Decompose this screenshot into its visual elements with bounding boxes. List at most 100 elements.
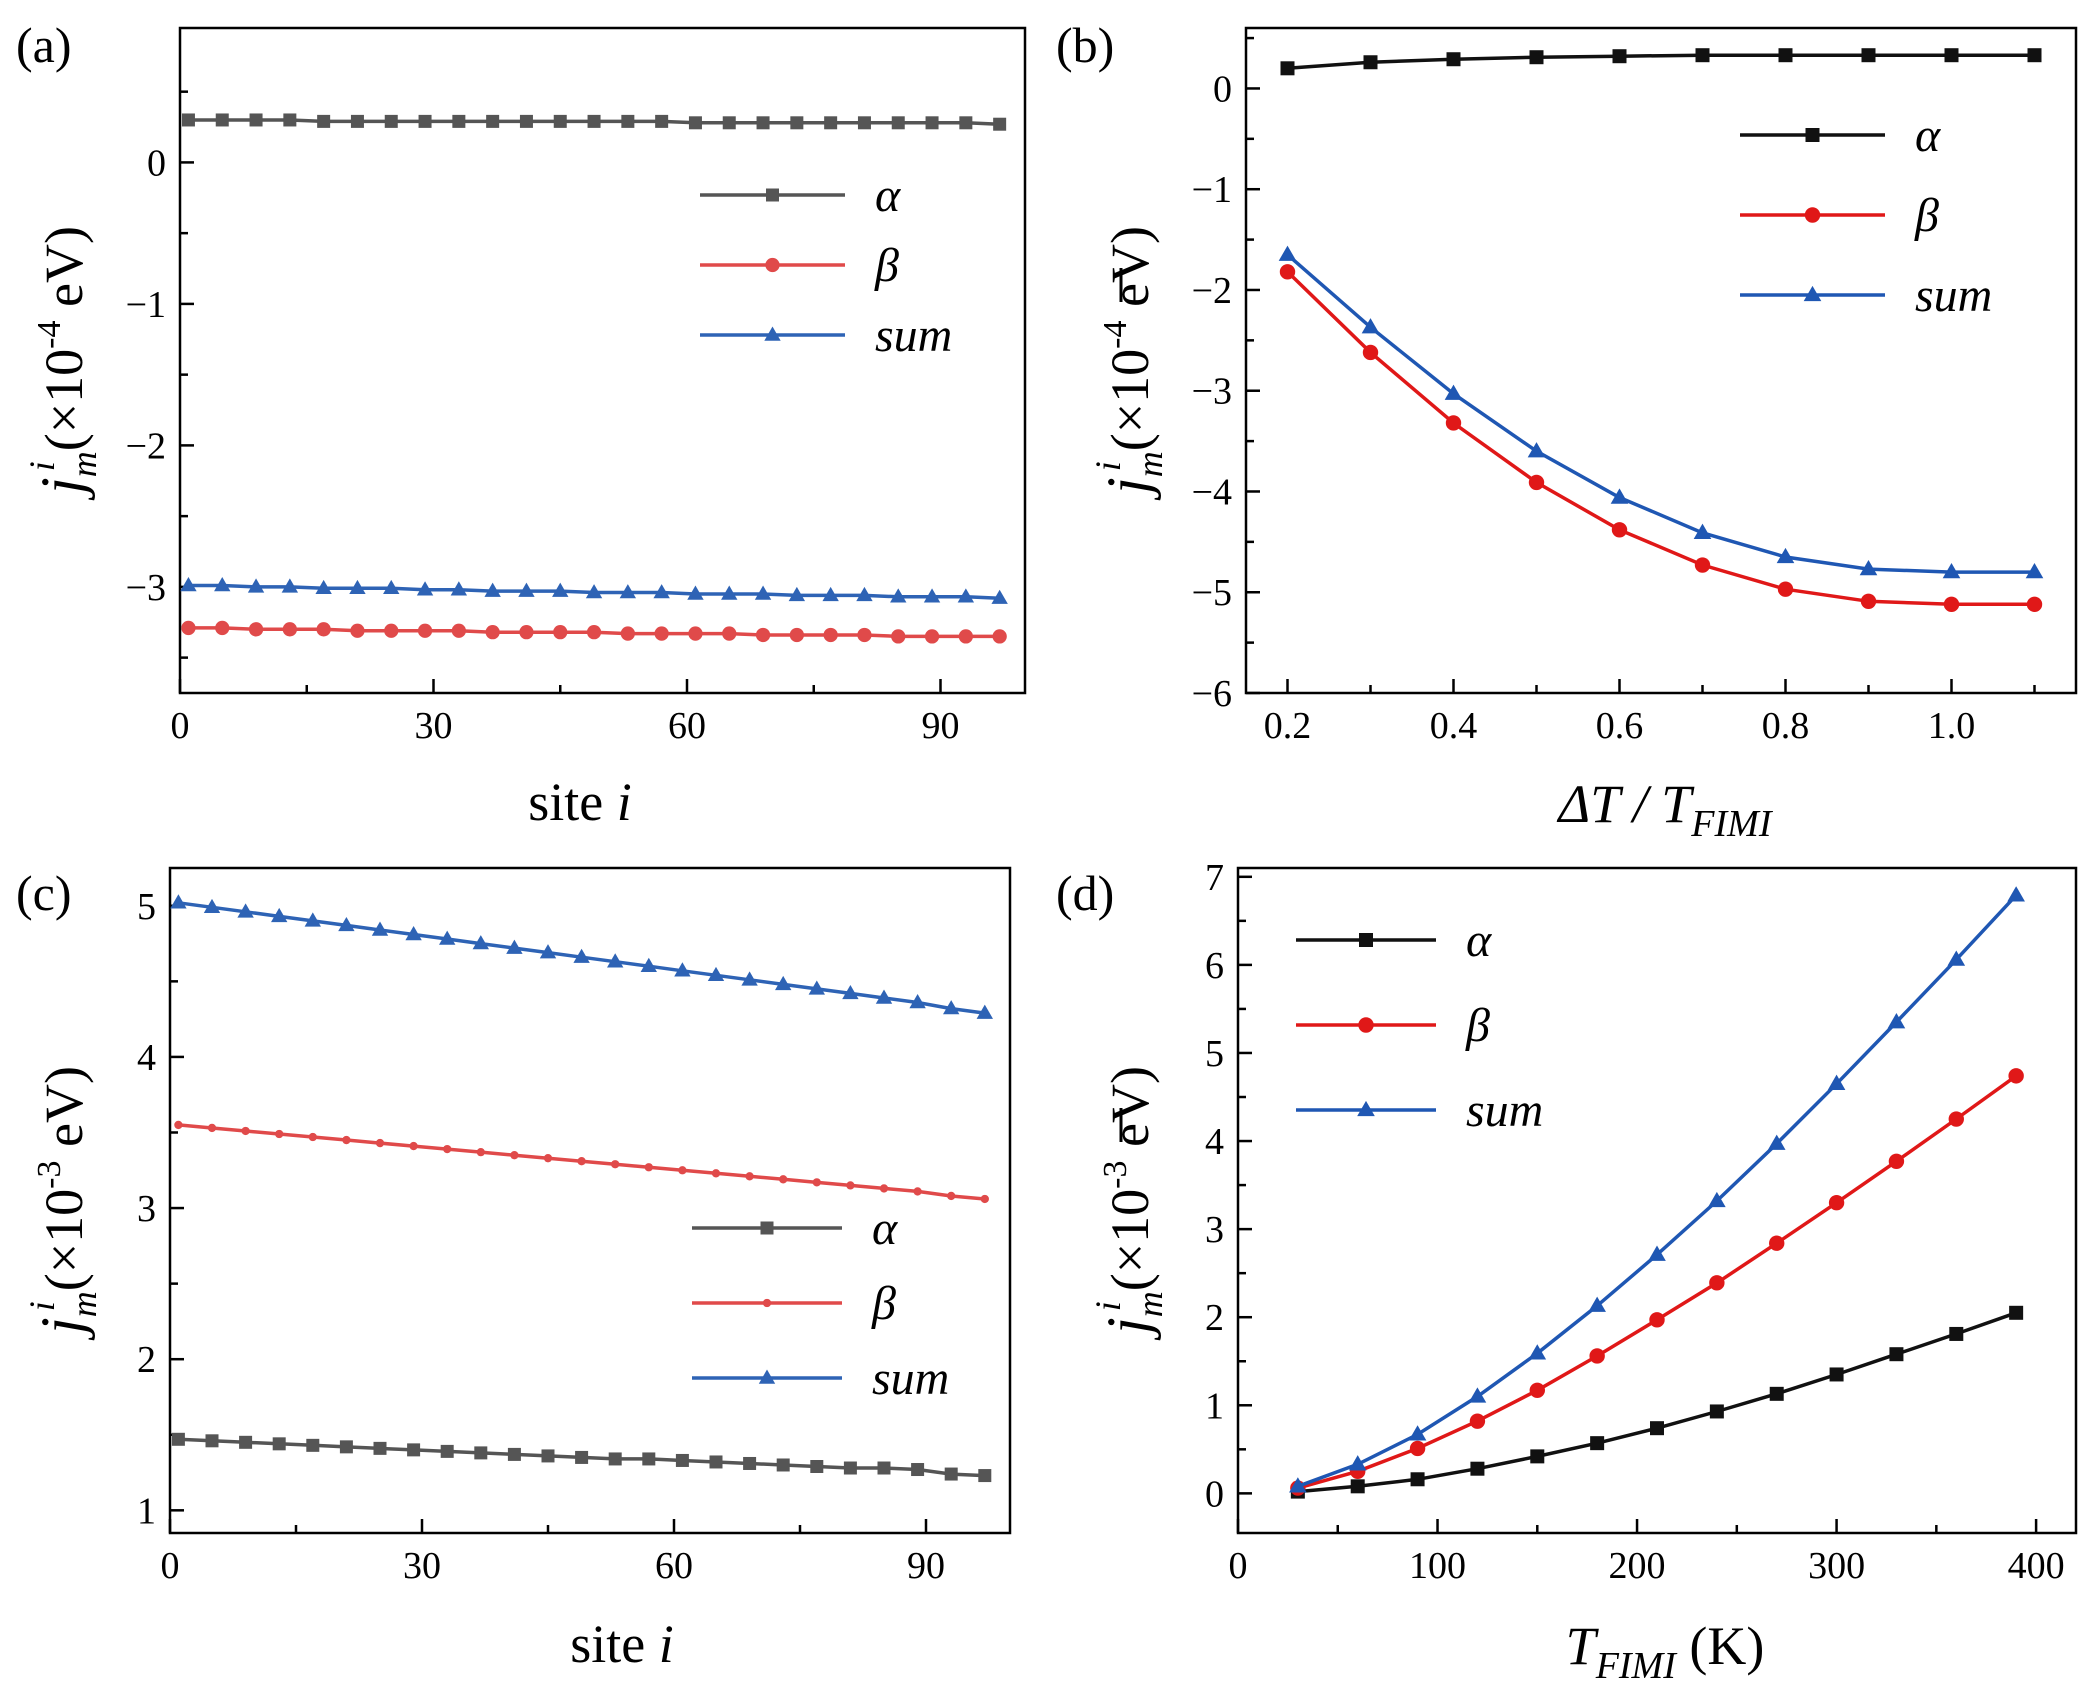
panel-b-point-α bbox=[1363, 55, 1378, 70]
panel-b-y-tick-label: −3 bbox=[1192, 371, 1232, 413]
panel-a-point-β bbox=[519, 625, 534, 640]
panel-d-point-α bbox=[1829, 1367, 1844, 1382]
panel-a-axes: 0 30 60 90 0 −1 −2 −3 bbox=[126, 90, 960, 747]
panel-c-point-sum bbox=[371, 921, 389, 936]
panel-d-point-sum bbox=[1408, 1425, 1427, 1441]
panel-c-point-sum bbox=[842, 984, 859, 1000]
panel-a-point-β bbox=[789, 627, 804, 643]
panel-b-frame bbox=[1244, 26, 2078, 695]
panel-a-point-α bbox=[384, 114, 398, 128]
panel-c-point-β bbox=[947, 1191, 956, 1201]
panel-a-point-sum bbox=[923, 588, 941, 603]
panel-c-point-α bbox=[339, 1440, 353, 1454]
panel-a-point-β bbox=[282, 622, 297, 637]
panel-b-point-β bbox=[1362, 344, 1379, 361]
panel-d-point-α bbox=[1889, 1347, 1904, 1362]
panel-a-legend-marker-sum bbox=[764, 326, 781, 341]
panel-c-point-α bbox=[474, 1446, 488, 1460]
panel-c-point-sum bbox=[304, 912, 321, 927]
panel-c-point-α bbox=[541, 1449, 555, 1463]
panel-d-point-α bbox=[1650, 1421, 1664, 1436]
panel-d-legend-label-α: α bbox=[1466, 914, 1492, 967]
panel-d-x-tick-label: 200 bbox=[1609, 1545, 1666, 1587]
panel-c-point-α bbox=[743, 1456, 757, 1470]
panel-b-ylabel: jmi(×10-4 eV) bbox=[1088, 226, 1170, 501]
panel-a-legend-label-β: β bbox=[874, 239, 899, 292]
panel-d-y-tick-label: 6 bbox=[1205, 945, 1224, 987]
panel-b-point-β bbox=[1611, 522, 1628, 538]
panel-b-point-sum bbox=[1942, 562, 1961, 579]
panel-a-y-tick-label: 0 bbox=[147, 142, 166, 184]
panel-c-point-sum bbox=[976, 1004, 993, 1019]
panel-b-point-α bbox=[1861, 48, 1876, 63]
panel-c-point-sum bbox=[607, 953, 624, 968]
panel-a-point-sum bbox=[484, 582, 501, 597]
panel-b-point-α bbox=[1695, 48, 1710, 63]
panel-d-point-sum bbox=[1648, 1245, 1666, 1261]
panel-b-point-sum bbox=[1859, 559, 1878, 576]
panel-a-point-β bbox=[384, 623, 399, 638]
panel-a-point-sum bbox=[416, 581, 434, 596]
panel-c-point-sum bbox=[808, 980, 825, 995]
panel-d-x-tick-label: 0 bbox=[1229, 1545, 1248, 1587]
panel-b-legend-marker-β bbox=[1804, 207, 1821, 223]
panel-d-point-sum bbox=[1528, 1344, 1547, 1360]
panel-d-point-β bbox=[1828, 1195, 1845, 1211]
panel-c-point-α bbox=[944, 1467, 958, 1481]
panel-a-y-tick-label: −3 bbox=[126, 567, 166, 609]
panel-a-point-sum bbox=[619, 584, 637, 599]
panel-b-point-sum bbox=[2025, 562, 2044, 579]
panel-a-point-sum bbox=[585, 584, 603, 599]
panel-d-point-sum bbox=[1708, 1191, 1726, 1208]
panel-a-point-sum bbox=[856, 586, 873, 602]
panel-b-legend-marker-α bbox=[1805, 128, 1820, 142]
panel-c-xlabel: site i bbox=[570, 1614, 674, 1674]
panel-c-point-sum bbox=[640, 957, 657, 972]
panel-a-x-tick-label: 30 bbox=[415, 705, 453, 747]
panel-b-point-β bbox=[1943, 596, 1960, 613]
panel-a-point-β bbox=[316, 622, 331, 637]
panel-c-point-sum bbox=[775, 975, 792, 991]
panel-a-point-sum bbox=[890, 588, 907, 603]
panel-c-point-β bbox=[846, 1181, 855, 1190]
panel-a-point-α bbox=[587, 114, 601, 128]
panel-c-legend-marker-β bbox=[762, 1298, 772, 1308]
panel-d-point-α bbox=[1350, 1479, 1365, 1494]
panel-c-legend-label-β: β bbox=[871, 1277, 896, 1330]
panel-c-point-sum bbox=[170, 894, 187, 909]
panel-a-point-β bbox=[485, 625, 500, 640]
panel-a-point-sum bbox=[653, 584, 670, 599]
panel-b-y-tick-label: −1 bbox=[1192, 169, 1232, 211]
panel-a-xlabel: site i bbox=[528, 772, 632, 832]
panel-a-legend-label-α: α bbox=[875, 169, 901, 222]
panel-c-legend-label-sum: sum bbox=[872, 1352, 949, 1405]
panel-c-legend-marker-α bbox=[760, 1221, 774, 1235]
panel-c-point-α bbox=[272, 1437, 286, 1451]
panel-a-point-α bbox=[891, 116, 905, 130]
panel-a-point-β bbox=[688, 626, 703, 641]
panel-c-point-sum bbox=[943, 1000, 960, 1015]
panel-b-y-tick-label: −4 bbox=[1192, 471, 1232, 513]
panel-c-point-sum bbox=[875, 989, 893, 1004]
panel-b-point-β bbox=[1777, 581, 1794, 597]
panel-c-point-α bbox=[205, 1434, 219, 1448]
panel-b-x-tick-label: 0.8 bbox=[1762, 705, 1810, 747]
panel-a-point-sum bbox=[822, 586, 839, 602]
panel-c-point-β bbox=[745, 1172, 754, 1181]
panel-c-x-tick-label: 30 bbox=[403, 1545, 441, 1587]
panel-d-x-tick-label: 300 bbox=[1808, 1545, 1865, 1587]
panel-d-point-α bbox=[1590, 1436, 1605, 1451]
panel-d-point-β bbox=[1589, 1348, 1605, 1364]
panel-a-point-β bbox=[586, 625, 602, 640]
panel-a-point-α bbox=[418, 114, 432, 128]
panel-a-point-α bbox=[959, 116, 973, 130]
panel-c-point-α bbox=[675, 1453, 689, 1467]
panel-d-label: (d) bbox=[1056, 865, 1114, 921]
panel-b-point-β bbox=[1860, 593, 1877, 610]
panel-d-point-β bbox=[1888, 1153, 1905, 1170]
panel-c-point-β bbox=[510, 1150, 519, 1160]
panel-d-y-tick-label: 2 bbox=[1205, 1297, 1224, 1339]
panel-a-point-β bbox=[924, 629, 940, 644]
panel-d-point-α bbox=[2009, 1305, 2024, 1320]
panel-d-point-β bbox=[1649, 1312, 1665, 1328]
